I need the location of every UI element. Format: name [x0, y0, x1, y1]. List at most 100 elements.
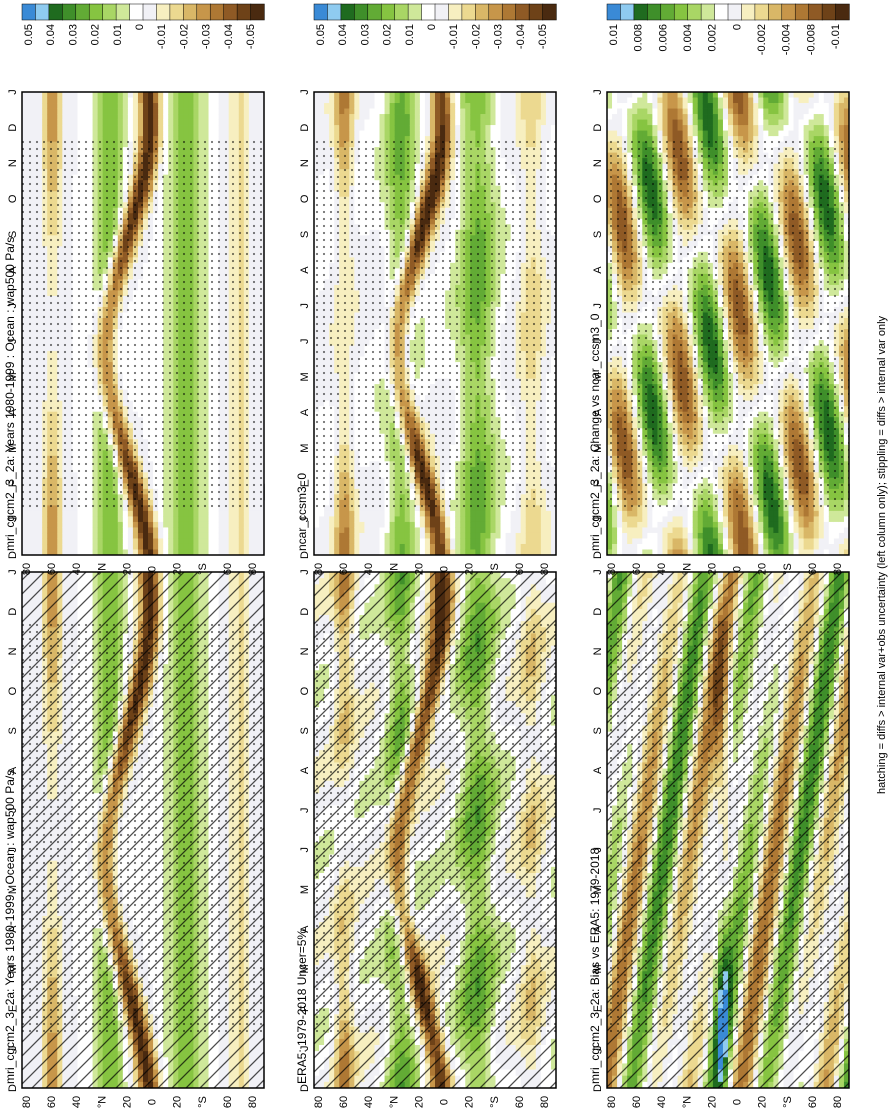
month-tick: J	[592, 339, 604, 345]
lat-tick: 60	[514, 563, 526, 575]
month-tick: D	[592, 608, 604, 616]
field-b	[22, 92, 264, 555]
lat-tick: 80	[21, 563, 33, 575]
panel-title-a: mri_cgcm2_3_2a: Years 1980-1999 : Ocean …	[3, 770, 17, 1084]
panel-title-f: mri_cgcm2_3_2a: Change vs ncar_ccsm3_0	[588, 313, 602, 551]
month-tick: J	[7, 517, 19, 523]
lat-tick: 0	[439, 1099, 451, 1105]
frame-a	[21, 571, 265, 1089]
colorbar-label: 0.03	[359, 24, 371, 45]
colorbar-label: -0.03	[493, 24, 505, 49]
month-tick: A	[7, 925, 19, 933]
lat-tick: 60	[222, 563, 234, 575]
month-tick: D	[7, 608, 19, 616]
month-tick: N	[7, 647, 19, 655]
month-tick: O	[299, 686, 311, 695]
frame-e	[606, 571, 850, 1089]
month-tick: J	[592, 807, 604, 813]
month-tick: O	[592, 194, 604, 203]
colorbar-label: 0.05	[23, 24, 35, 45]
colorbar-f: 0.01 0.008 0.006 0.004 0.002 0 -0.002 -0.004 -0.…	[606, 3, 850, 55]
lat-tick: 60	[514, 1096, 526, 1108]
panel-title-e: mri_cgcm2_3_2a: Bias vs ERA5: 1979-2018	[588, 848, 602, 1084]
lat-tick: 80	[247, 563, 259, 575]
colorbar-label: 0.04	[45, 24, 57, 45]
lat-tick: 20	[757, 563, 769, 575]
lat-tick: 20	[121, 563, 133, 575]
frame-b	[21, 91, 265, 556]
lat-tick: °N	[96, 563, 108, 575]
month-tick: M	[7, 885, 19, 894]
month-tick: A	[7, 408, 19, 416]
month-tick: J	[592, 847, 604, 853]
lat-tick: 20	[121, 1096, 133, 1108]
lat-tick: 80	[247, 1096, 259, 1108]
month-tick: D	[299, 551, 311, 559]
colorbar-label: 0.05	[315, 24, 327, 45]
month-tick: F	[592, 480, 604, 487]
month-tick: J	[7, 847, 19, 853]
month-tick: M	[7, 444, 19, 453]
month-tick: O	[299, 194, 311, 203]
month-tick: D	[299, 1084, 311, 1092]
lat-tick: °S	[489, 563, 501, 575]
month-tick: J	[592, 569, 604, 575]
lat-tick: 60	[807, 1096, 819, 1108]
lat-tick: °N	[681, 1096, 693, 1108]
panel-f: 80 60 40 °N 20 0 20 °S 60 80DJFMAMJJASONDJmri_cgc…	[588, 3, 850, 575]
month-tick: J	[7, 807, 19, 813]
lat-tick: 0	[439, 566, 451, 572]
month-tick: F	[7, 480, 19, 487]
lat-tick: 0	[147, 566, 159, 572]
month-tick: D	[7, 124, 19, 132]
lat-tick: 40	[363, 1096, 375, 1108]
month-tick: M	[299, 885, 311, 894]
month-tick: M	[299, 444, 311, 453]
lat-tick: 80	[313, 1096, 325, 1108]
colorbar-label: 0.008	[633, 24, 645, 52]
colorbar-label: -0.02	[178, 24, 190, 49]
colorbar-label: 0.02	[90, 24, 102, 45]
colorbar-b: 0.05 0.04 0.03 0.02 0.01 0 -0.01 -0.02 -0.03 -0.0…	[21, 3, 265, 49]
field-a	[22, 572, 264, 1088]
month-tick: D	[592, 551, 604, 559]
field-f	[607, 92, 849, 555]
footer-note: hatching = diffs > internal var+obs unce…	[876, 315, 888, 794]
month-tick: J	[299, 569, 311, 575]
colorbar-label: -0.05	[245, 24, 257, 49]
panel-a: 80 60 40 °N 20 0 20 °S 60 80DJFMAMJJASONDJmri_cgc…	[3, 483, 265, 1108]
colorbar-label: 0.01	[404, 24, 416, 45]
month-tick: D	[299, 608, 311, 616]
colorbar-label: 0	[134, 24, 146, 30]
frame-d	[313, 91, 557, 556]
lat-tick: 80	[832, 563, 844, 575]
month-tick: M	[299, 372, 311, 381]
stippling-b	[22, 138, 264, 509]
month-tick: A	[299, 766, 311, 774]
hatching-c	[314, 572, 556, 1088]
month-tick: A	[592, 408, 604, 416]
panel-title-c: ERA5: 1979-2018 Uncer=5%	[295, 929, 309, 1084]
month-tick: A	[592, 766, 604, 774]
lat-tick: 20	[706, 563, 718, 575]
lat-tick: 80	[21, 1096, 33, 1108]
month-tick: J	[592, 303, 604, 309]
colorbar-label: -0.01	[156, 24, 168, 49]
month-tick: F	[592, 1005, 604, 1012]
month-tick: D	[7, 1084, 19, 1092]
lat-tick: 60	[222, 1096, 234, 1108]
lat-tick: 80	[539, 563, 551, 575]
lat-tick: °S	[782, 563, 794, 575]
month-tick: N	[592, 159, 604, 167]
lat-tick: °S	[197, 1096, 209, 1108]
month-tick: M	[299, 964, 311, 973]
panel-e: 80 60 40 °N 20 0 20 °S 60 80DJFMAMJJASONDJmri_cgc…	[588, 483, 850, 1108]
panel-title-d: ncar_ccsm3_0	[295, 473, 309, 551]
lat-tick: 60	[46, 563, 58, 575]
frame-c	[313, 571, 557, 1089]
month-tick: M	[7, 372, 19, 381]
lat-tick: °S	[197, 563, 209, 575]
colorbar-label: -0.02	[470, 24, 482, 49]
colorbar-d: 0.05 0.04 0.03 0.02 0.01 0 -0.01 -0.02 -0.03 -0.0…	[313, 3, 557, 49]
lat-tick: 40	[71, 563, 83, 575]
